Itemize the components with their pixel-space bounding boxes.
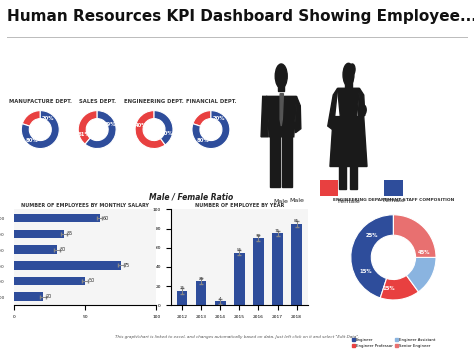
Wedge shape: [393, 215, 436, 257]
Bar: [350, 165, 357, 190]
Text: 15: 15: [180, 286, 185, 290]
Bar: [345, 80, 352, 89]
Polygon shape: [330, 116, 367, 166]
Wedge shape: [135, 111, 165, 148]
Text: 50: 50: [88, 278, 94, 283]
Polygon shape: [328, 88, 337, 130]
Text: Male / Female Ratio: Male / Female Ratio: [149, 192, 233, 201]
Text: 60%: 60%: [161, 131, 173, 136]
Wedge shape: [21, 111, 59, 148]
Bar: [14, 245, 57, 254]
Text: 40%: 40%: [135, 123, 147, 128]
Wedge shape: [85, 111, 116, 148]
Text: 4: 4: [219, 297, 221, 301]
Ellipse shape: [350, 64, 355, 75]
Bar: [292, 224, 302, 305]
Bar: [177, 291, 187, 305]
Title: FINANCIAL DEPT.: FINANCIAL DEPT.: [186, 99, 236, 104]
Legend: Engineer, Engineer Professor, Engineer Assistant, Senior Engineer: Engineer, Engineer Professor, Engineer A…: [350, 336, 437, 349]
Text: 20%: 20%: [42, 116, 55, 121]
Bar: [272, 234, 283, 305]
Bar: [320, 180, 338, 196]
Bar: [14, 277, 85, 285]
Wedge shape: [406, 257, 436, 292]
Text: 85: 85: [294, 219, 299, 223]
Bar: [14, 261, 121, 269]
Text: 61%: 61%: [78, 132, 91, 137]
Bar: [196, 281, 207, 305]
Text: 80%: 80%: [197, 138, 209, 143]
Title: NUMBER OF EMPLOYEES BY MONTHLY SALARY: NUMBER OF EMPLOYEES BY MONTHLY SALARY: [21, 203, 149, 208]
Text: 25: 25: [199, 277, 204, 281]
Text: 15%: 15%: [382, 285, 395, 291]
Wedge shape: [380, 275, 419, 300]
Wedge shape: [193, 111, 211, 126]
Polygon shape: [280, 94, 283, 126]
Text: 25%: 25%: [365, 233, 378, 238]
Bar: [283, 136, 292, 187]
Polygon shape: [295, 96, 301, 133]
Title: SALES DEPT.: SALES DEPT.: [79, 99, 116, 104]
Text: 39%: 39%: [104, 122, 116, 127]
Text: 15%: 15%: [359, 269, 372, 274]
Ellipse shape: [275, 64, 287, 88]
Bar: [279, 80, 284, 91]
Title: MANUFACTURE DEPT.: MANUFACTURE DEPT.: [9, 99, 72, 104]
Bar: [384, 180, 402, 196]
Title: ENGINEERING DEPARTMENT STAFF COMPOSITION: ENGINEERING DEPARTMENT STAFF COMPOSITION: [333, 198, 454, 202]
Text: Male: Male: [289, 198, 304, 203]
Text: 80%: 80%: [26, 138, 38, 143]
Text: 60: 60: [102, 215, 109, 220]
Text: 20: 20: [46, 294, 52, 299]
Bar: [14, 292, 43, 301]
Bar: [215, 301, 226, 305]
Bar: [14, 214, 100, 223]
Wedge shape: [351, 215, 393, 298]
Polygon shape: [266, 96, 297, 137]
Bar: [234, 252, 245, 305]
Text: 45%: 45%: [418, 250, 430, 255]
Text: This graph/chart is linked to excel, and changes automatically based on data. Ju: This graph/chart is linked to excel, and…: [115, 335, 359, 339]
Text: Female: Female: [382, 198, 405, 203]
Bar: [338, 165, 346, 190]
Title: ENGINEERING DEPT.: ENGINEERING DEPT.: [124, 99, 184, 104]
Text: Human Resources KPI Dashboard Showing Employee...: Human Resources KPI Dashboard Showing Em…: [7, 9, 474, 24]
Bar: [253, 238, 264, 305]
Text: Male: Male: [274, 199, 289, 204]
Wedge shape: [78, 111, 97, 144]
Text: 75: 75: [275, 229, 280, 233]
Bar: [270, 136, 280, 187]
Text: 55: 55: [237, 248, 242, 252]
Wedge shape: [192, 111, 230, 148]
Polygon shape: [261, 96, 268, 137]
Text: 70: 70: [256, 234, 261, 238]
Wedge shape: [22, 111, 40, 126]
Text: 30: 30: [60, 247, 66, 252]
Polygon shape: [358, 88, 365, 119]
Polygon shape: [337, 88, 359, 116]
Ellipse shape: [343, 63, 354, 86]
Text: 35: 35: [67, 231, 73, 236]
Ellipse shape: [361, 105, 366, 115]
Text: Female: Female: [337, 199, 360, 204]
Title: NUMBER OF EMPLOYEE BY YEAR: NUMBER OF EMPLOYEE BY YEAR: [195, 203, 284, 208]
Wedge shape: [154, 111, 173, 145]
Bar: [14, 229, 64, 238]
Text: 20%: 20%: [213, 116, 225, 121]
Text: 75: 75: [124, 263, 130, 268]
